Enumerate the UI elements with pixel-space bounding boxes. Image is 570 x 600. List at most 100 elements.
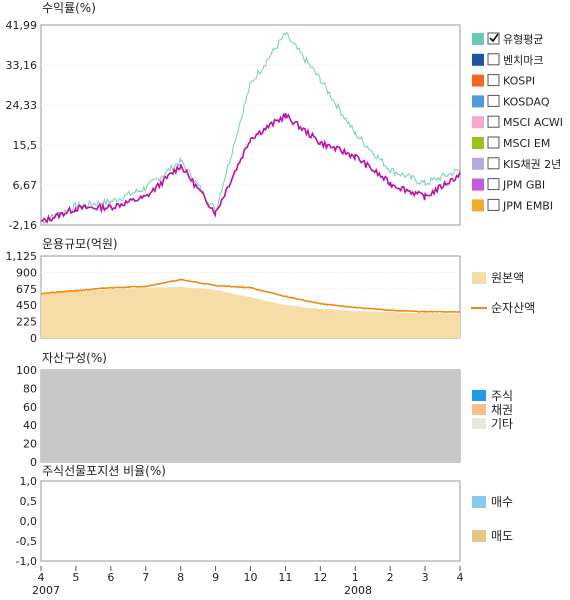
size-title: 운용규모(억원)	[42, 237, 118, 251]
x-tick-label: 12	[313, 571, 327, 584]
returns-y-axis: 41,99 33,16 24,33 15,5 6,67 -2,16	[6, 19, 38, 232]
check-icon	[489, 33, 499, 43]
legend-label: MSCI ACWI	[503, 116, 563, 129]
y-tick-label: 675	[16, 283, 37, 296]
legend-label: JPM EMBI	[502, 199, 553, 212]
y-tick-label: 100	[16, 364, 37, 377]
x-tick-label: 2	[387, 571, 394, 584]
legend-checkbox[interactable]	[487, 198, 500, 211]
legend-checkbox[interactable]	[487, 94, 500, 107]
x-tick-label: 5	[72, 571, 79, 584]
legend-swatch	[472, 390, 486, 401]
y-tick-label: 1,125	[6, 250, 38, 263]
legend-swatch	[472, 404, 486, 415]
legend-checkbox[interactable]	[487, 53, 500, 66]
y-tick-label: 225	[16, 316, 37, 329]
size-y-axis: 1,125 900 675 450 225 0	[6, 250, 38, 345]
y-tick-label: 1,0	[20, 475, 38, 488]
legend-swatch	[472, 95, 484, 108]
legend-swatch	[472, 496, 486, 508]
legend-checkbox[interactable]	[487, 136, 500, 149]
returns-gridlines	[41, 64, 460, 186]
legend-label: 채권	[491, 403, 513, 417]
returns-panel: 수익률(%) 41,99 33,16 24,33 15,5 6,67 -2,16 유형평균…	[6, 1, 564, 232]
legend-checkbox[interactable]	[487, 157, 500, 170]
y-tick-label: 900	[16, 266, 37, 279]
allocation-other-fill	[41, 370, 460, 462]
allocation-title: 자산구성(%)	[42, 351, 107, 365]
legend-checkbox[interactable]	[487, 74, 500, 87]
x-tick-label: 8	[177, 571, 184, 584]
legend-label: JPM GBI	[502, 179, 545, 192]
legend-swatch	[472, 199, 484, 212]
returns-plot-area	[40, 24, 461, 226]
allocation-y-axis: 100 80 60 40 20 0	[16, 364, 37, 469]
y-tick-label: 15,5	[13, 139, 38, 152]
net-assets-line	[40, 278, 460, 313]
legend-swatch	[472, 418, 486, 429]
legend-label: 매도	[491, 529, 513, 543]
legend-label: 벤치마크	[503, 54, 543, 67]
legend-swatch	[472, 33, 484, 45]
year-label-2008: 2008	[344, 584, 372, 597]
legend-checkbox[interactable]	[487, 178, 500, 191]
y-tick-label: 41,99	[6, 19, 38, 32]
legend-label: 유형평균	[503, 33, 543, 46]
legend-checkbox[interactable]	[487, 32, 500, 45]
y-tick-label: 0,5	[20, 495, 38, 508]
legend-label: 원본액	[491, 271, 524, 285]
legend-swatch	[472, 157, 484, 170]
y-tick-label: 0,0	[20, 515, 38, 528]
fund-average-line	[40, 31, 460, 225]
legend-label: KIS채권 2년	[503, 158, 561, 171]
legend-swatch	[472, 74, 484, 87]
legend-label: 주식	[491, 389, 513, 403]
x-tick-label: 4	[38, 571, 45, 584]
year-label-2007: 2007	[32, 584, 60, 597]
y-tick-label: 6,67	[13, 179, 38, 192]
x-tick-label: 9	[212, 571, 219, 584]
x-tick-label: 7	[142, 571, 149, 584]
x-tick-label: 6	[107, 571, 114, 584]
legend-swatch	[472, 137, 484, 149]
legend-label: 매수	[491, 495, 513, 509]
legend-label: KOSDAQ	[503, 95, 550, 108]
time-axis: 4 5 6 7 8 9 10 11 12 1 2 3 4	[38, 566, 464, 584]
principal-area	[41, 286, 460, 338]
y-tick-label: 0	[30, 332, 37, 345]
legend-swatch	[472, 178, 484, 191]
benchmark-line	[40, 112, 461, 224]
futures-plot-area	[40, 480, 461, 562]
y-tick-label: -2,16	[9, 219, 37, 232]
y-tick-label: 40	[23, 419, 37, 432]
returns-title: 수익률(%)	[42, 1, 96, 15]
legend-label: 기타	[491, 417, 513, 431]
x-tick-label: 1	[352, 571, 359, 584]
y-tick-label: 33,16	[6, 59, 38, 72]
x-tick-label: 3	[422, 571, 429, 584]
x-tick-label: 11	[278, 571, 292, 584]
y-tick-label: -0,5	[16, 535, 37, 548]
y-tick-label: 450	[16, 299, 37, 312]
futures-title: 주식선물포지션 비율(%)	[42, 464, 166, 478]
legend-checkbox[interactable]	[487, 115, 500, 128]
y-tick-label: 80	[23, 382, 37, 395]
futures-y-axis: 1,0 0,5 0,0 -0,5 -1,0	[16, 475, 37, 568]
legend-label: KOSPI	[503, 75, 535, 88]
legend-swatch	[472, 272, 486, 284]
x-tick-label: 4	[457, 571, 464, 584]
legend-swatch	[472, 116, 484, 129]
y-tick-label: 60	[23, 401, 37, 414]
y-tick-label: 0	[30, 456, 37, 469]
y-tick-label: 24,33	[6, 99, 38, 112]
x-tick-label: 10	[244, 571, 258, 584]
legend-label: MSCI EM	[503, 137, 550, 150]
